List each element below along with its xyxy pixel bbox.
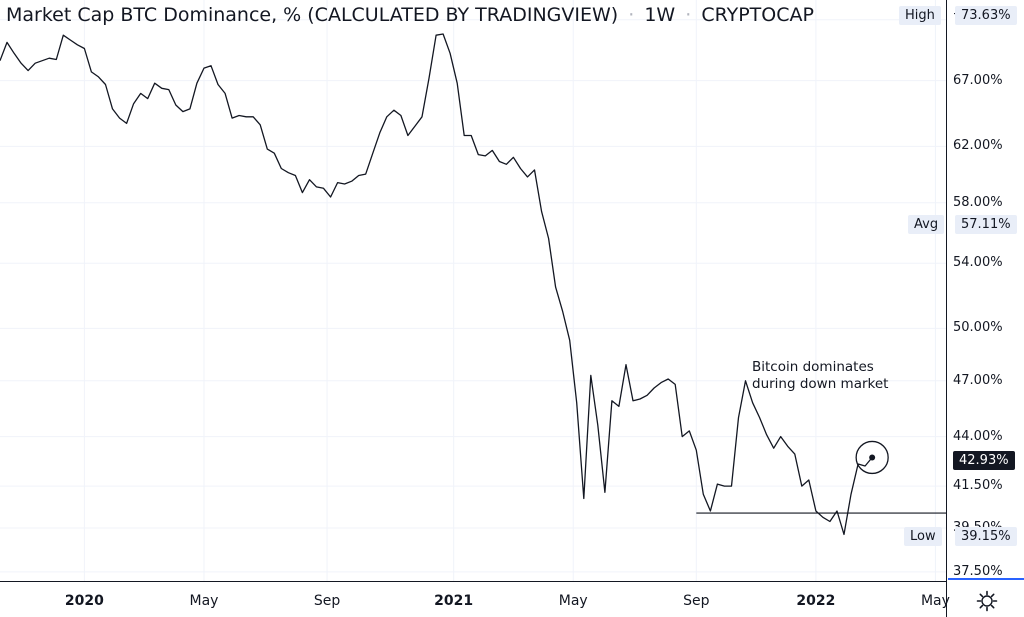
high-label: High [899,6,941,25]
title-separator: · [685,4,692,26]
y-tick-label: 37.50% [953,563,1003,579]
current-point [869,454,876,461]
title-source: CRYPTOCAP [701,4,814,26]
settings-gear-icon[interactable] [976,590,998,612]
x-tick-label: 2022 [796,593,836,609]
y-tick-label: 58.00% [953,194,1003,210]
high-value: 73.63% [955,6,1017,25]
y-tick-label: 50.00% [953,320,1003,336]
title-main: Market Cap BTC Dominance, % (CALCULATED … [6,4,619,26]
series-group [0,33,873,536]
current-price-tag: 42.93% [953,451,1015,470]
low-value: 39.15% [955,527,1017,546]
chart-title: Market Cap BTC Dominance, % (CALCULATED … [6,4,814,26]
y-tick-label: 67.00% [953,72,1003,88]
title-separator: · [628,4,635,26]
annotation-line-1: Bitcoin dominates [752,359,874,375]
annotation-text: Bitcoin dominates during down market [752,359,888,393]
avg-value: 57.11% [955,215,1017,234]
y-tick-label: 44.00% [953,428,1003,444]
x-tick-label: 2021 [434,593,474,609]
x-tick-label: May [920,593,950,609]
x-tick-label: 2020 [64,593,104,609]
x-tick-label: Sep [313,593,341,609]
highlight-group [855,440,889,475]
x-tick-label: May [189,593,219,609]
current-highlight-ring [855,440,889,475]
annotation-line-2: during down market [752,376,889,392]
title-interval[interactable]: 1W [644,4,676,26]
avg-label: Avg [908,215,945,234]
series-line-btc-dominance [0,33,873,536]
low-label: Low [904,527,942,546]
y-tick-label: 62.00% [953,138,1003,154]
y-tick-label: 54.00% [953,255,1003,271]
x-tick-label: May [558,593,588,609]
x-tick-label: Sep [683,593,710,609]
y-tick-label: 41.50% [953,478,1003,494]
grid-lines [0,0,946,581]
y-tick-label: 47.00% [953,372,1003,388]
